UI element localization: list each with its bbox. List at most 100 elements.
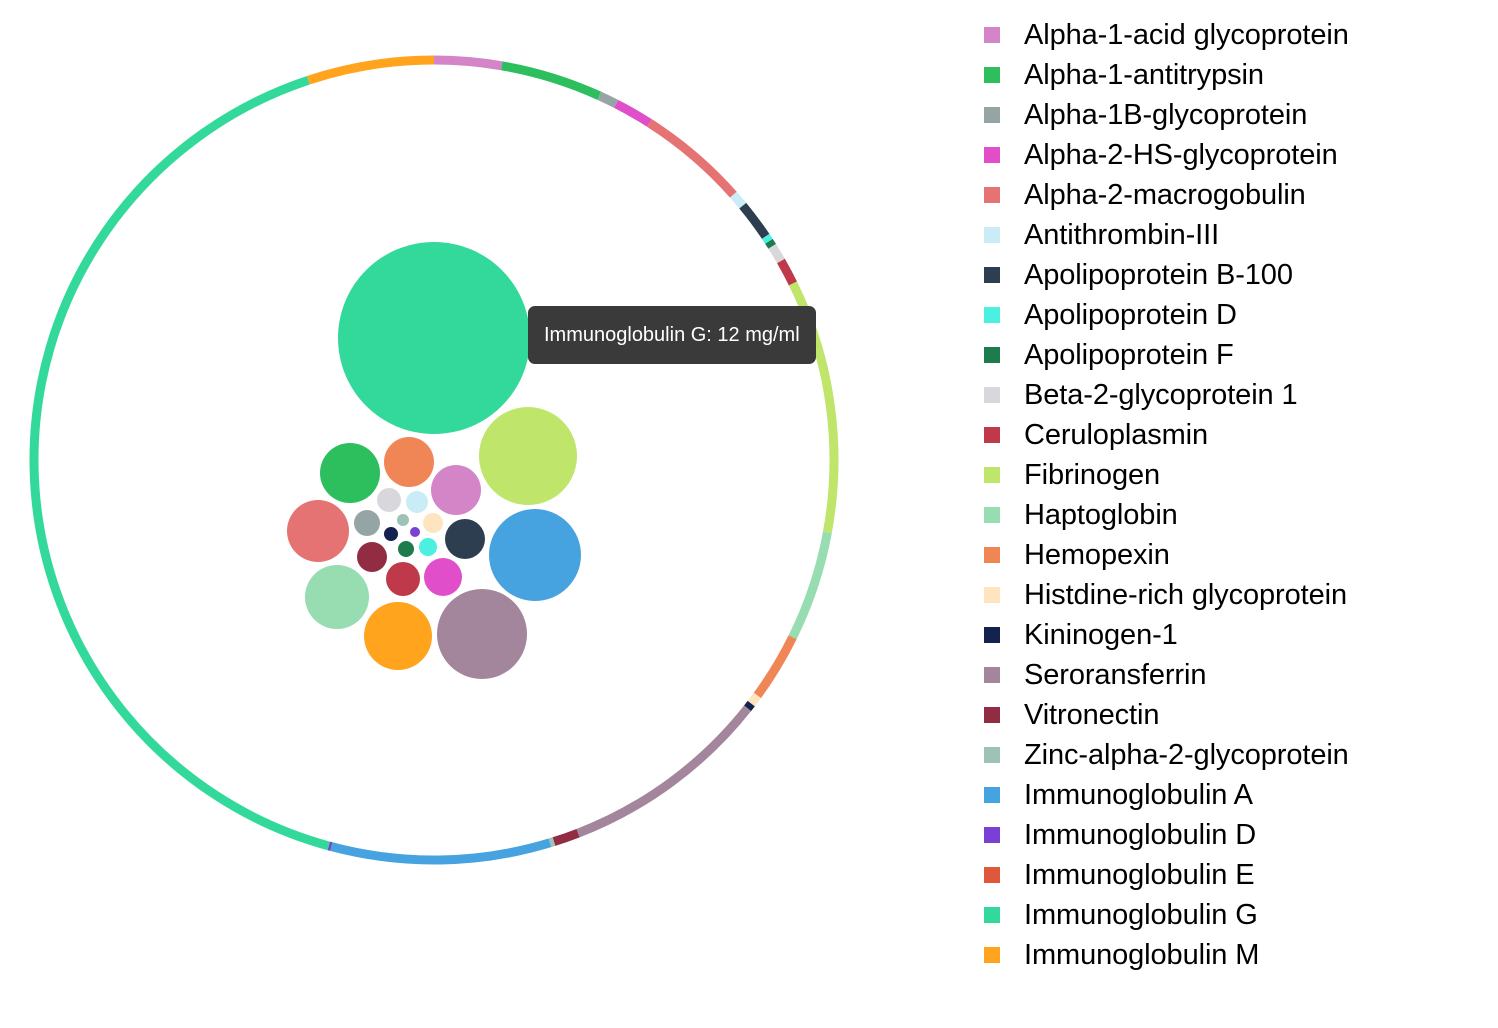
bubble-alpha-1b-glycoprotein[interactable] (354, 510, 380, 536)
legend-swatch (984, 27, 1000, 43)
legend-label: Ceruloplasmin (1024, 418, 1209, 451)
bubble-chart (29, 55, 839, 865)
ring-arc-immunoglobulin-g[interactable] (29, 75, 330, 851)
ring-arc-alpha-2-macrogobulin[interactable] (646, 119, 737, 198)
legend-item-apolipoprotein-f[interactable]: Apolipoprotein F (984, 335, 1349, 375)
bubble-vitronectin[interactable] (357, 542, 387, 572)
ring-arc-apolipoprotein-d[interactable] (761, 233, 773, 244)
ring-arc-antithrombin-iii[interactable] (729, 191, 747, 209)
bubble-apolipoprotein-f[interactable] (398, 541, 414, 557)
ring-arc-immunoglobulin-a[interactable] (330, 838, 552, 865)
legend-item-alpha-2-macrogobulin[interactable]: Alpha-2-macrogobulin (984, 175, 1349, 215)
bubble-immunoglobulin-m[interactable] (364, 602, 432, 670)
ring-arc-immunoglobulin-d[interactable] (327, 841, 333, 851)
donut-ring (29, 55, 839, 865)
bubble-hemopexin[interactable] (384, 437, 434, 487)
ring-arc-alpha-1-acid-glycoprotein[interactable] (433, 55, 503, 71)
bubble-alpha-1-antitrypsin[interactable] (320, 443, 380, 503)
legend-label: Alpha-2-macrogobulin (1024, 178, 1306, 211)
legend-swatch (984, 787, 1000, 803)
ring-arc-apolipoprotein-f[interactable] (765, 238, 776, 249)
ring-arc-beta-2-glycoprotein-1[interactable] (768, 243, 785, 264)
bubble-antithrombin-iii[interactable] (406, 491, 428, 513)
bubble-haptoglobin[interactable] (305, 565, 369, 629)
legend-item-apolipoprotein-b-100[interactable]: Apolipoprotein B-100 (984, 255, 1349, 295)
bubble-alpha-1-acid-glycoprotein[interactable] (431, 465, 481, 515)
bubble-apolipoprotein-b-100[interactable] (445, 519, 485, 559)
legend-swatch (984, 67, 1000, 83)
bubble-alpha-2-macrogobulin[interactable] (287, 500, 349, 562)
bubble-seroransferrin[interactable] (437, 589, 527, 679)
legend-swatch (984, 267, 1000, 283)
legend-item-immunoglobulin-a[interactable]: Immunoglobulin A (984, 775, 1349, 815)
ring-arc-zinc-alpha-2-glycoprotein[interactable] (548, 837, 556, 848)
ring-arc-kininogen-1[interactable] (744, 700, 755, 712)
legend-swatch (984, 627, 1000, 643)
legend-label: Immunoglobulin D (1024, 818, 1257, 851)
legend-item-beta-2-glycoprotein-1[interactable]: Beta-2-glycoprotein 1 (984, 375, 1349, 415)
ring-arc-vitronectin[interactable] (552, 828, 580, 846)
legend-item-haptoglobin[interactable]: Haptoglobin (984, 495, 1349, 535)
legend-item-immunoglobulin-g[interactable]: Immunoglobulin G (984, 895, 1349, 935)
legend-swatch (984, 467, 1000, 483)
legend-item-kininogen-1[interactable]: Kininogen-1 (984, 615, 1349, 655)
legend-item-immunoglobulin-d[interactable]: Immunoglobulin D (984, 815, 1349, 855)
legend-item-zinc-alpha-2-glycoprotein[interactable]: Zinc-alpha-2-glycoprotein (984, 735, 1349, 775)
bubble-ceruloplasmin[interactable] (386, 562, 420, 596)
bubble-beta-2-glycoprotein-1[interactable] (377, 488, 401, 512)
ring-arc-hemopexin[interactable] (753, 635, 797, 699)
ring-arc-haptoglobin[interactable] (788, 531, 832, 640)
legend-label: Immunoglobulin E (1024, 858, 1255, 891)
legend-swatch (984, 187, 1000, 203)
ring-arc-immunoglobulin-m[interactable] (306, 55, 435, 85)
bubble-fibrinogen[interactable] (479, 407, 577, 505)
legend-item-immunoglobulin-e[interactable]: Immunoglobulin E (984, 855, 1349, 895)
legend-label: Immunoglobulin G (1024, 898, 1258, 931)
ring-arc-alpha-1-antitrypsin[interactable] (501, 61, 602, 100)
legend-item-alpha-2-hs-glycoprotein[interactable]: Alpha-2-HS-glycoprotein (984, 135, 1349, 175)
legend-swatch (984, 867, 1000, 883)
bubble-immunoglobulin-a[interactable] (489, 509, 581, 601)
legend-swatch (984, 587, 1000, 603)
legend-label: Apolipoprotein D (1024, 298, 1237, 331)
ring-arc-alpha-1b-glycoprotein[interactable] (597, 91, 619, 108)
legend-label: Alpha-2-HS-glycoprotein (1024, 138, 1338, 171)
legend-swatch (984, 347, 1000, 363)
legend-swatch (984, 387, 1000, 403)
legend-item-alpha-1-antitrypsin[interactable]: Alpha-1-antitrypsin (984, 55, 1349, 95)
legend-label: Histdine-rich glycoprotein (1024, 578, 1347, 611)
legend-swatch (984, 747, 1000, 763)
legend-swatch (984, 147, 1000, 163)
bubble-immunoglobulin-d[interactable] (410, 527, 420, 537)
bubble-apolipoprotein-d[interactable] (419, 538, 437, 556)
ring-arc-apolipoprotein-b-100[interactable] (739, 202, 770, 239)
bubble-alpha-2-hs-glycoprotein[interactable] (424, 558, 462, 596)
legend-item-apolipoprotein-d[interactable]: Apolipoprotein D (984, 295, 1349, 335)
legend-label: Immunoglobulin M (1024, 938, 1260, 971)
ring-arc-seroransferrin[interactable] (576, 705, 752, 838)
legend-swatch (984, 907, 1000, 923)
ring-arc-alpha-2-hs-glycoprotein[interactable] (614, 99, 652, 127)
bubble-histdine-rich-glycoprotein[interactable] (423, 513, 443, 533)
legend-item-alpha-1b-glycoprotein[interactable]: Alpha-1B-glycoprotein (984, 95, 1349, 135)
ring-arc-ceruloplasmin[interactable] (777, 258, 798, 286)
legend-item-hemopexin[interactable]: Hemopexin (984, 535, 1349, 575)
legend-item-seroransferrin[interactable]: Seroransferrin (984, 655, 1349, 695)
legend-label: Fibrinogen (1024, 458, 1161, 491)
legend-swatch (984, 547, 1000, 563)
legend-item-ceruloplasmin[interactable]: Ceruloplasmin (984, 415, 1349, 455)
legend-label: Vitronectin (1024, 698, 1160, 731)
legend-swatch (984, 667, 1000, 683)
bubble-pack (287, 242, 581, 679)
legend-item-antithrombin-iii[interactable]: Antithrombin-III (984, 215, 1349, 255)
legend-item-immunoglobulin-m[interactable]: Immunoglobulin M (984, 935, 1349, 975)
legend-item-histdine-rich-glycoprotein[interactable]: Histdine-rich glycoprotein (984, 575, 1349, 615)
bubble-kininogen-1[interactable] (384, 527, 398, 541)
bubble-immunoglobulin-g[interactable] (338, 242, 530, 434)
bubble-zinc-alpha-2-glycoprotein[interactable] (397, 514, 409, 526)
legend-label: Apolipoprotein B-100 (1024, 258, 1293, 291)
legend-item-alpha-1-acid-glycoprotein[interactable]: Alpha-1-acid glycoprotein (984, 15, 1349, 55)
legend-item-vitronectin[interactable]: Vitronectin (984, 695, 1349, 735)
legend-item-fibrinogen[interactable]: Fibrinogen (984, 455, 1349, 495)
ring-arc-histdine-rich-glycoprotein[interactable] (747, 692, 761, 707)
